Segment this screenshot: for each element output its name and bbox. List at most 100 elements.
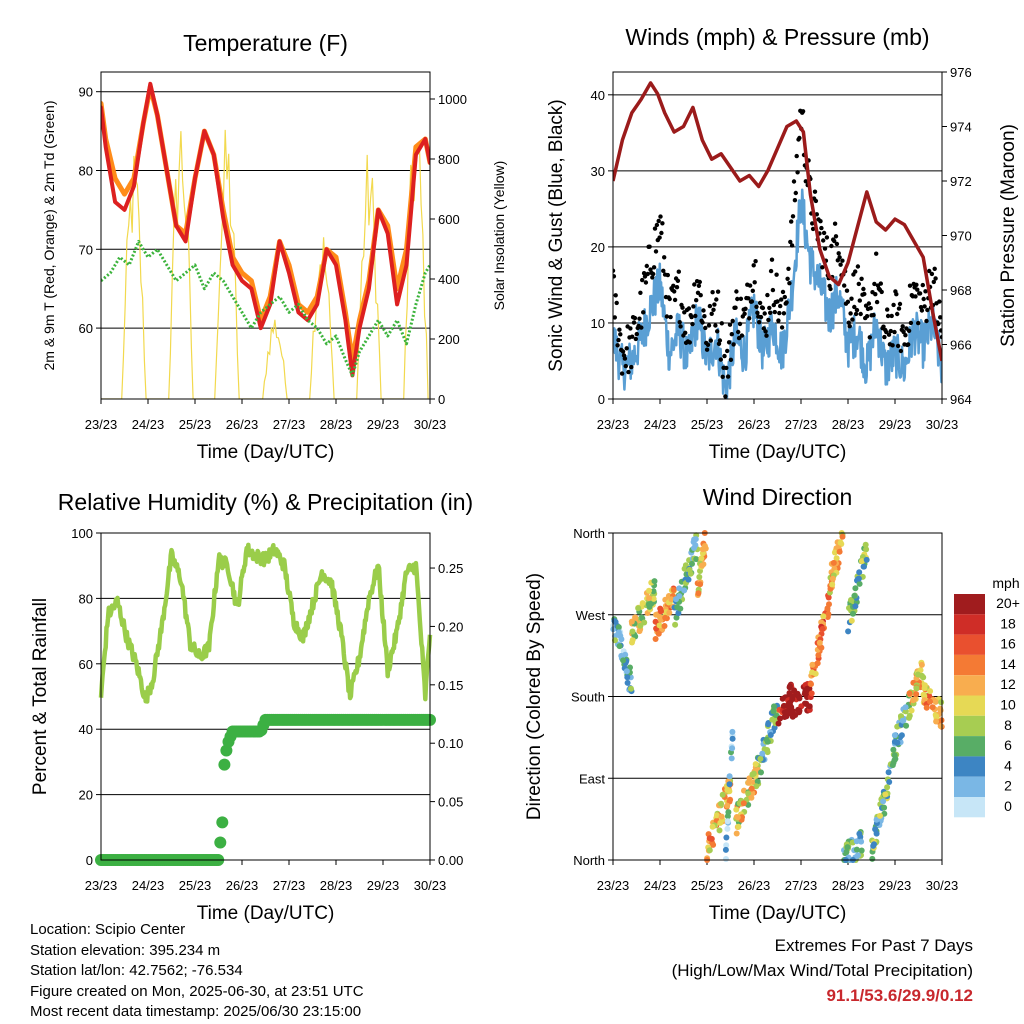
- direction-point: [819, 626, 826, 632]
- direction-point: [650, 595, 657, 602]
- relative-humidity-line: [98, 542, 433, 704]
- gust-point: [873, 292, 878, 297]
- colorbar-label: 20+: [996, 595, 1020, 611]
- gust-point: [753, 259, 758, 264]
- gust-point: [707, 303, 713, 309]
- direction-point: [697, 581, 704, 588]
- gust-point: [821, 230, 827, 236]
- gust-point: [786, 266, 791, 271]
- gust-point: [856, 281, 861, 287]
- gust-point: [694, 298, 699, 303]
- x-tick-label: 24/23: [132, 417, 165, 432]
- sonic-wind-line: [613, 188, 942, 399]
- direction-point: [764, 738, 771, 745]
- direction-point: [848, 617, 855, 624]
- gust-point: [795, 170, 800, 175]
- gust-point: [651, 271, 656, 277]
- gust-point: [789, 243, 795, 248]
- gust-point: [723, 394, 728, 399]
- gust-point: [864, 314, 870, 319]
- direction-point: [716, 827, 723, 834]
- direction-point: [726, 773, 733, 780]
- gust-point: [734, 289, 739, 294]
- gust-point: [768, 268, 774, 274]
- direction-point: [818, 644, 825, 651]
- direction-point: [858, 847, 865, 854]
- gust-point: [672, 297, 678, 303]
- gust-point: [892, 329, 897, 335]
- gust-point: [717, 338, 723, 343]
- direction-point: [724, 818, 731, 825]
- y-tick-label: North: [573, 526, 605, 541]
- gust-point: [775, 299, 780, 304]
- gust-point: [755, 310, 760, 315]
- gust-point: [619, 371, 625, 376]
- direction-point: [724, 802, 731, 809]
- gust-point: [615, 343, 620, 348]
- gust-point: [866, 301, 872, 306]
- x-tick-label: 26/23: [738, 878, 771, 893]
- direction-point: [906, 690, 913, 697]
- data-timestamp: Most recent data timestamp: 2025/06/30 2…: [30, 1003, 362, 1020]
- gust-point: [701, 308, 706, 313]
- gust-point: [641, 310, 646, 315]
- gust-point: [675, 278, 681, 283]
- gust-point: [693, 313, 698, 319]
- gust-point: [768, 310, 773, 315]
- colorbar-swatch: [954, 776, 985, 797]
- direction-point: [723, 842, 730, 849]
- gust-point: [672, 289, 677, 294]
- direction-point: [724, 825, 731, 832]
- gust-point: [715, 289, 721, 294]
- gust-point: [789, 219, 794, 224]
- gust-point: [790, 214, 796, 219]
- direction-point: [752, 761, 759, 768]
- gust-point: [731, 342, 736, 347]
- colorbar-swatch: [954, 736, 985, 757]
- gust-point: [758, 314, 764, 320]
- direction-point: [920, 674, 927, 681]
- y-tick-label: 20: [79, 788, 93, 803]
- x-tick-label: 25/23: [179, 417, 212, 432]
- gust-point: [906, 342, 911, 347]
- gust-point: [896, 306, 902, 311]
- direction-point: [624, 674, 631, 681]
- gust-point: [629, 364, 634, 370]
- direction-point: [670, 587, 677, 593]
- gust-point: [885, 307, 890, 312]
- direction-point: [884, 784, 891, 791]
- direction-point: [929, 704, 936, 711]
- direction-point: [829, 581, 836, 588]
- gust-point: [889, 313, 894, 319]
- colorbar-swatch: [954, 756, 985, 777]
- direction-point: [775, 720, 782, 727]
- direction-point: [852, 585, 859, 592]
- gust-point: [709, 311, 714, 316]
- panel-2: 0 10 20 30 40 964 966 968 970 972 974 976 23/23 24/23…: [546, 24, 1019, 463]
- gust-point: [838, 262, 843, 267]
- direction-point: [740, 800, 747, 807]
- y2-axis-label: Station Pressure (Maroon): [998, 124, 1019, 347]
- gust-point: [779, 325, 785, 330]
- direction-point: [687, 570, 694, 577]
- gust-point: [763, 329, 768, 334]
- direction-point: [696, 574, 703, 580]
- gust-point: [634, 331, 639, 337]
- gust-point: [767, 305, 772, 311]
- plot-frame: [100, 532, 431, 861]
- direction-point: [656, 622, 663, 629]
- x-tick-label: 28/23: [320, 417, 353, 432]
- direction-point: [845, 628, 852, 635]
- gust-point: [891, 302, 896, 308]
- y2-axis-label: Solar Insolation (Yellow): [491, 161, 507, 311]
- y-tick-label: 70: [79, 242, 93, 257]
- direction-point: [885, 769, 892, 776]
- gust-point: [931, 279, 936, 285]
- gust-point: [776, 318, 781, 323]
- station-location: Location: Scipio Center: [30, 921, 186, 938]
- direction-point: [765, 720, 772, 726]
- direction-point: [796, 709, 803, 716]
- gust-point: [613, 293, 618, 298]
- gust-point: [898, 348, 904, 354]
- gust-point: [852, 304, 857, 310]
